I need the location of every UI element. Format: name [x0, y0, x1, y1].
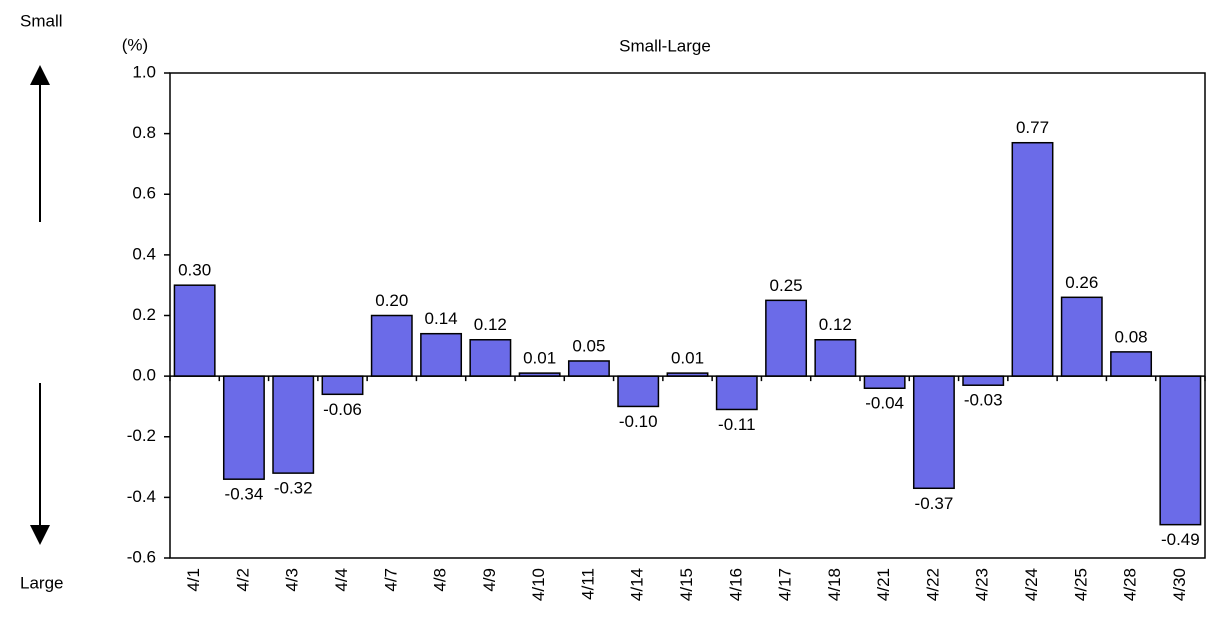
- bar: [1110, 351, 1153, 377]
- value-label: 0.01: [671, 349, 704, 368]
- x-tick-label: 4/23: [973, 568, 992, 601]
- x-tick-label: 4/18: [825, 568, 844, 601]
- value-label: 0.12: [474, 315, 507, 334]
- x-tick-label: 4/2: [233, 568, 252, 592]
- bar: [420, 332, 463, 377]
- x-tick-label: 4/17: [776, 568, 795, 601]
- value-label: 0.08: [1115, 327, 1148, 346]
- value-label: 0.77: [1016, 118, 1049, 137]
- bar: [962, 375, 1005, 386]
- y-tick-label: -0.6: [127, 547, 156, 566]
- y-tick-label: 0.2: [132, 305, 156, 324]
- bar: [765, 299, 808, 377]
- value-label: 0.20: [375, 291, 408, 310]
- x-tick-label: 4/4: [332, 568, 351, 592]
- bar: [567, 360, 610, 377]
- value-label: 0.05: [572, 336, 605, 355]
- x-tick-label: 4/28: [1121, 568, 1140, 601]
- bar: [1060, 296, 1103, 377]
- bar: [173, 284, 216, 377]
- value-label: -0.03: [964, 391, 1003, 410]
- value-label: 0.01: [523, 349, 556, 368]
- bar: [863, 375, 906, 389]
- x-tick-label: 4/16: [726, 568, 745, 601]
- y-tick-label: 0.6: [132, 184, 156, 203]
- y-tick-label: 0.4: [132, 244, 156, 263]
- x-tick-label: 4/22: [923, 568, 942, 601]
- value-label: 0.30: [178, 261, 211, 280]
- bottom-label: Large: [20, 573, 63, 592]
- value-label: 0.14: [425, 309, 458, 328]
- bar: [1159, 375, 1202, 526]
- value-label: -0.04: [865, 394, 904, 413]
- bar: [715, 375, 758, 411]
- bar: [1011, 141, 1054, 377]
- value-label: -0.11: [718, 415, 756, 434]
- chart-title: Small-Large: [619, 36, 711, 55]
- x-tick-label: 4/3: [283, 568, 302, 592]
- x-tick-label: 4/9: [480, 568, 499, 592]
- y-tick-label: 0.8: [132, 123, 156, 142]
- x-tick-label: 4/1: [184, 568, 203, 592]
- value-label: -0.37: [915, 494, 954, 513]
- value-label: -0.34: [225, 485, 264, 504]
- bar: [321, 375, 364, 396]
- y-tick-label: -0.4: [127, 487, 156, 506]
- x-tick-label: 4/15: [677, 568, 696, 601]
- x-tick-label: 4/10: [529, 568, 548, 601]
- y-tick-label: -0.2: [127, 426, 156, 445]
- bar: [272, 375, 315, 474]
- value-label: -0.32: [274, 479, 313, 498]
- bar: [814, 339, 857, 377]
- value-label: 0.26: [1065, 273, 1098, 292]
- x-tick-label: 4/14: [628, 568, 647, 601]
- x-tick-label: 4/30: [1170, 568, 1189, 601]
- y-tick-label: 0.0: [132, 366, 156, 385]
- bar: [617, 375, 660, 408]
- bar: [912, 375, 955, 490]
- top-label: Small: [20, 11, 63, 30]
- bar: [469, 339, 512, 377]
- value-label: -0.10: [619, 412, 658, 431]
- x-tick-label: 4/8: [431, 568, 450, 592]
- x-tick-label: 4/25: [1071, 568, 1090, 601]
- value-label: -0.49: [1161, 530, 1200, 549]
- bar: [222, 375, 265, 480]
- value-label: 0.12: [819, 315, 852, 334]
- y-tick-label: 1.0: [132, 62, 156, 81]
- value-label: 0.25: [770, 276, 803, 295]
- value-label: -0.06: [323, 400, 362, 419]
- x-tick-label: 4/11: [578, 568, 597, 600]
- bar: [370, 314, 413, 377]
- x-tick-label: 4/21: [874, 568, 893, 601]
- x-tick-label: 4/24: [1022, 568, 1041, 601]
- x-tick-label: 4/7: [381, 568, 400, 592]
- y-unit-label: (%): [122, 35, 148, 54]
